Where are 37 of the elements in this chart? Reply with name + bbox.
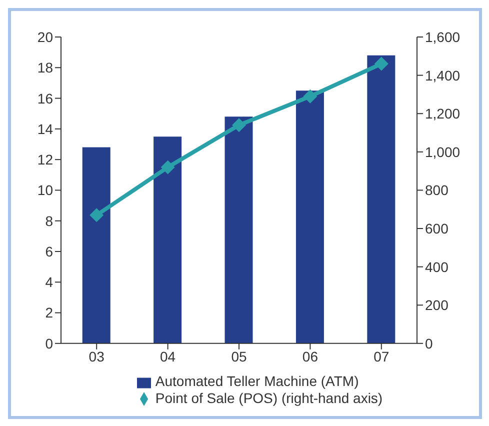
y-tick-label: 14 [37,120,54,137]
y2-tick-label: 800 [425,182,449,198]
y-tick-label: 0 [45,335,54,352]
y2-tick-label: 1,400 [425,67,460,84]
point [374,56,388,71]
legend-label: Point of Sale (POS) (right-hand axis) [155,390,383,406]
y-tick-label: 10 [37,182,54,198]
y-tick-label: 4 [45,274,54,290]
y2-tick-label: 1,200 [425,106,460,122]
bar [367,55,396,344]
y2-tick-label: 400 [425,258,449,275]
bar [82,147,110,344]
y2-tick-label: 0 [425,335,433,352]
legend-label: Automated Teller Machine (ATM) [155,373,359,390]
y2-tick-label: 1,600 [425,28,460,45]
y-tick-label: 2 [45,304,54,321]
bar [154,136,182,344]
y2-tick-label: 200 [425,297,449,314]
y-tick-label: 12 [37,152,54,168]
y-tick-label: 20 [37,28,54,45]
point [303,89,318,104]
x-tick-label: 04 [160,348,176,364]
y-tick-label: 18 [37,60,54,76]
x-tick-label: 05 [231,348,247,364]
y-tick-label: 16 [37,90,54,106]
point [160,160,175,174]
bar [224,116,253,344]
y-tick-label: 6 [45,243,54,260]
x-tick-label: 06 [302,348,318,364]
point [90,208,104,222]
y2-tick-label: 600 [425,220,449,236]
x-tick-label: 07 [374,348,390,364]
y-tick-label: 8 [45,212,54,229]
x-tick-label: 03 [88,348,105,364]
y2-tick-label: 1,000 [425,144,460,160]
point [232,118,246,132]
bar [296,90,324,344]
